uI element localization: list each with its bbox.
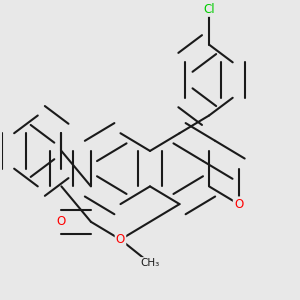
Text: CH₃: CH₃ xyxy=(140,258,160,268)
Text: O: O xyxy=(57,215,66,228)
Text: O: O xyxy=(234,198,243,211)
Text: O: O xyxy=(116,233,125,246)
Text: Cl: Cl xyxy=(203,3,215,16)
